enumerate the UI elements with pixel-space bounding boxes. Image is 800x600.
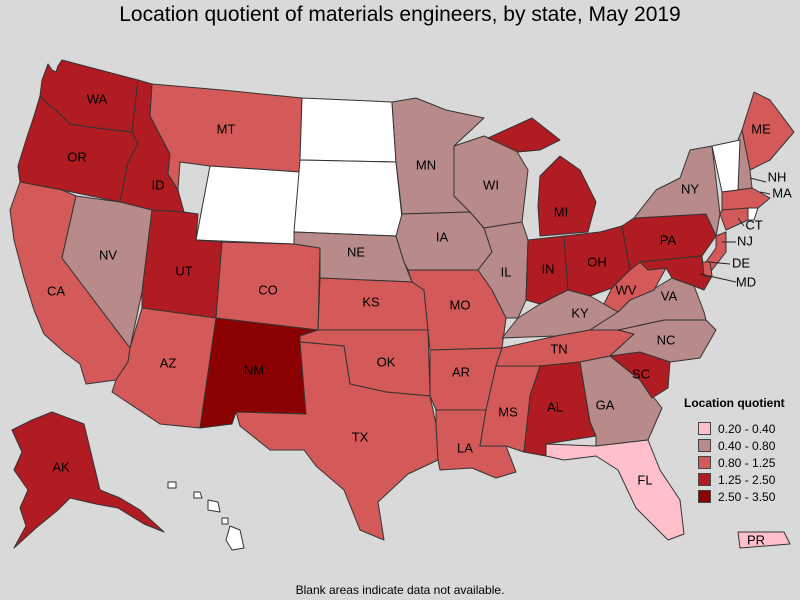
legend-item: 1.25 - 2.50	[684, 471, 798, 488]
legend-item: 0.20 - 0.40	[684, 420, 798, 437]
state-ri[interactable]	[747, 207, 759, 221]
legend-label: 2.50 - 3.50	[718, 489, 776, 504]
legend-swatch	[698, 422, 711, 435]
legend-item: 2.50 - 3.50	[684, 488, 798, 505]
state-nm[interactable]	[199, 317, 319, 429]
legend-item: 0.80 - 1.25	[684, 454, 798, 471]
label-md: MD	[736, 274, 756, 289]
footnote: Blank areas indicate data not available.	[295, 583, 505, 597]
legend-label: 1.25 - 2.50	[718, 472, 776, 487]
state-md[interactable]	[639, 255, 713, 291]
map-legend: Location quotient 0.20 - 0.40 0.40 - 0.8…	[684, 396, 798, 505]
map-title: Location quotient of materials engineers…	[119, 3, 681, 26]
label-nh: NH	[768, 169, 787, 184]
state-hi[interactable]	[167, 481, 245, 551]
state-ak[interactable]	[11, 411, 165, 549]
label-ma: MA	[772, 185, 792, 200]
legend-swatch	[698, 439, 711, 452]
state-tx[interactable]	[235, 341, 439, 541]
state-ma[interactable]	[721, 187, 771, 211]
state-il[interactable]	[477, 221, 529, 319]
legend-item: 0.40 - 0.80	[684, 437, 798, 454]
label-de: DE	[732, 255, 750, 270]
state-mi[interactable]	[487, 117, 597, 237]
state-pr[interactable]	[737, 531, 791, 549]
state-fl[interactable]	[545, 439, 685, 541]
legend-swatch	[698, 473, 711, 486]
state-nj[interactable]	[705, 231, 727, 271]
state-co[interactable]	[215, 241, 321, 331]
state-mt[interactable]	[149, 83, 303, 191]
legend-title: Location quotient	[684, 396, 785, 410]
state-wy[interactable]	[195, 165, 301, 245]
label-nj: NJ	[737, 233, 753, 248]
legend-swatch	[698, 456, 711, 469]
state-ct[interactable]	[719, 207, 749, 231]
state-me[interactable]	[741, 91, 795, 171]
legend-label: 0.40 - 0.80	[718, 438, 776, 453]
legend-swatch	[698, 490, 711, 503]
legend-label: 0.20 - 0.40	[718, 421, 776, 436]
state-sd[interactable]	[293, 159, 403, 237]
state-leader-lines	[699, 177, 771, 283]
state-nd[interactable]	[299, 97, 397, 163]
legend-label: 0.80 - 1.25	[718, 455, 776, 470]
state-ks[interactable]	[317, 277, 429, 331]
